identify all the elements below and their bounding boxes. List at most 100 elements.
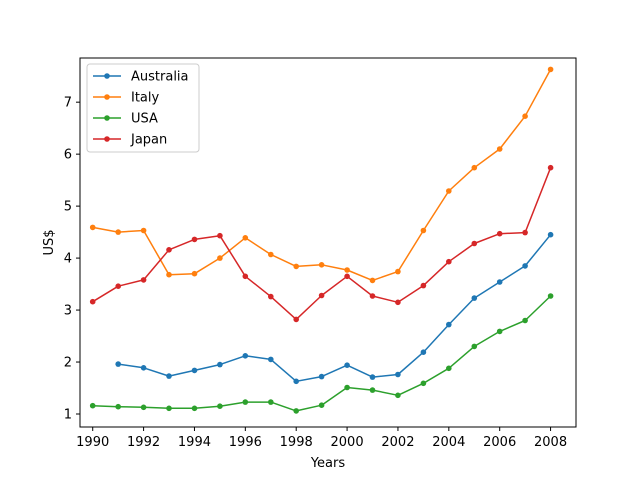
x-tick-label: 1996 <box>229 435 262 450</box>
data-point <box>140 227 147 234</box>
data-point <box>318 402 325 409</box>
series-layer <box>89 66 554 414</box>
x-tick-label: 2006 <box>483 435 516 450</box>
legend-box <box>86 63 200 153</box>
y-tick-label: 6 <box>64 148 72 163</box>
data-point <box>446 188 452 194</box>
data-point <box>268 399 274 405</box>
x-tick-label: 2004 <box>432 435 465 450</box>
data-point <box>217 232 223 239</box>
data-point <box>369 374 376 380</box>
data-point <box>242 235 249 241</box>
data-point <box>166 405 172 412</box>
data-point <box>496 230 503 237</box>
data-point <box>115 229 121 235</box>
data-point <box>140 277 147 283</box>
x-tick-label: 2008 <box>534 435 567 450</box>
data-point <box>395 371 401 378</box>
series-australia <box>115 231 554 385</box>
data-point <box>344 362 350 369</box>
legend-item-japan: Japan <box>93 133 167 148</box>
legend-marker <box>104 115 110 121</box>
legend-item-usa: USA <box>93 112 158 127</box>
data-point <box>522 317 528 324</box>
data-point <box>471 240 478 247</box>
data-point <box>217 361 223 368</box>
data-point <box>293 408 300 414</box>
data-point <box>140 365 147 371</box>
data-point <box>471 343 478 350</box>
data-point <box>217 403 223 410</box>
legend-item-italy: Italy <box>93 91 160 106</box>
data-point <box>115 361 121 367</box>
series-italy <box>89 66 554 284</box>
legend: Australia Italy USA Japan <box>86 63 200 153</box>
data-point <box>496 146 503 152</box>
data-point <box>471 164 478 171</box>
data-point <box>242 399 249 405</box>
data-point <box>446 365 452 372</box>
data-point <box>89 224 96 231</box>
data-point <box>293 263 300 270</box>
y-tick-label: 1 <box>64 408 72 423</box>
data-point <box>420 282 427 289</box>
data-point <box>191 270 198 277</box>
legend-label: Japan <box>130 133 167 148</box>
series-line-usa <box>92 295 552 412</box>
data-point <box>344 273 350 280</box>
x-axis-label: Years <box>310 456 346 471</box>
data-point <box>89 402 96 409</box>
data-point <box>369 277 376 284</box>
data-point <box>446 321 452 328</box>
data-point <box>217 255 223 261</box>
data-point <box>395 392 401 399</box>
y-tick-label: 7 <box>64 96 72 111</box>
data-point <box>115 283 121 290</box>
data-point <box>446 258 452 265</box>
data-point <box>547 66 554 73</box>
data-point <box>318 262 325 268</box>
data-point <box>115 403 121 410</box>
data-point <box>268 356 274 363</box>
data-point <box>420 227 427 234</box>
y-tick-label: 3 <box>64 304 72 319</box>
data-point <box>268 293 274 300</box>
data-point <box>547 293 554 299</box>
data-point <box>293 378 300 385</box>
data-point <box>89 298 96 305</box>
legend-label: USA <box>131 112 158 127</box>
x-tick-label: 2000 <box>331 435 364 450</box>
x-tick-label: 1998 <box>280 435 313 450</box>
data-point <box>395 299 401 306</box>
series-line-australia <box>118 234 552 383</box>
series-japan <box>89 164 554 323</box>
series-usa <box>89 293 554 414</box>
data-point <box>191 405 198 412</box>
data-point <box>166 247 172 253</box>
data-point <box>547 164 554 171</box>
data-point <box>293 316 300 323</box>
data-point <box>318 373 325 380</box>
data-point <box>344 384 350 391</box>
data-point <box>369 387 376 393</box>
x-tick-label: 2002 <box>381 435 414 450</box>
data-point <box>268 251 274 258</box>
data-point <box>191 367 198 374</box>
x-tick-label: 1992 <box>127 435 160 450</box>
legend-marker <box>104 136 110 142</box>
data-point <box>242 353 249 359</box>
plot-frame <box>79 57 577 428</box>
x-tick-label: 1990 <box>76 435 109 450</box>
legend-label: Italy <box>131 91 160 106</box>
y-tick-label: 4 <box>64 252 72 267</box>
legend-marker <box>104 73 110 79</box>
data-point <box>191 236 198 243</box>
legend-marker <box>104 94 110 100</box>
data-point <box>420 380 427 387</box>
data-point <box>369 293 376 299</box>
data-point <box>344 267 350 273</box>
data-point <box>140 404 147 411</box>
data-point <box>166 373 172 379</box>
legend-label: Australia <box>131 70 189 85</box>
